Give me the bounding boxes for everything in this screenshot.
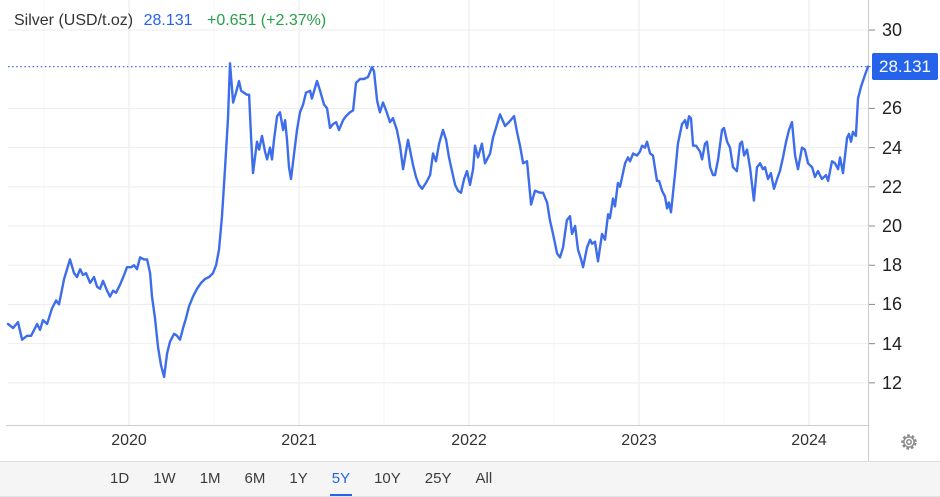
timeframe-button-1y[interactable]: 1Y [287,463,309,496]
y-axis-label: 26 [882,98,903,119]
x-axis-label: 2024 [791,432,827,449]
x-axis-label: 2020 [111,432,147,449]
y-axis-label: 22 [882,176,903,197]
price-change: +0.651 (+2.37%) [206,12,327,29]
timeframe-button-5y[interactable]: 5Y [329,463,353,496]
chart-settings-button[interactable] [897,432,921,454]
timeframe-button-1w[interactable]: 1W [151,463,178,496]
price-line [6,62,870,379]
timeframe-button-6m[interactable]: 6M [243,463,268,496]
chart-header: Silver (USD/t.oz) 28.131 +0.651 (+2.37%) [14,12,326,30]
y-axis-label: 18 [882,255,903,276]
timeframe-button-25y[interactable]: 25Y [423,463,454,496]
y-axis-label: 14 [882,333,903,354]
last-price: 28.131 [143,12,193,29]
timeframe-toolbar: 1D 1W 1M 6M 1Y 5Y 10Y 25Y All [0,461,940,497]
y-axis-label: 30 [882,19,903,40]
current-price-label: 28.131 [872,53,938,81]
x-axis-label: 2022 [451,432,487,449]
y-axis-label: 20 [882,216,903,237]
y-axis-label: 12 [882,372,903,393]
timeframe-button-1m[interactable]: 1M [198,463,223,496]
price-chart[interactable] [0,0,940,462]
y-axis-label: 24 [882,137,903,158]
timeframe-button-10y[interactable]: 10Y [372,463,403,496]
x-axis-label: 2021 [281,432,317,449]
gear-icon [899,432,919,455]
timeframe-button-1d[interactable]: 1D [108,463,131,496]
instrument-name: Silver (USD/t.oz) [14,12,134,29]
timeframe-button-all[interactable]: All [474,463,495,496]
x-axis-label: 2023 [621,432,657,449]
y-axis-label: 16 [882,294,903,315]
